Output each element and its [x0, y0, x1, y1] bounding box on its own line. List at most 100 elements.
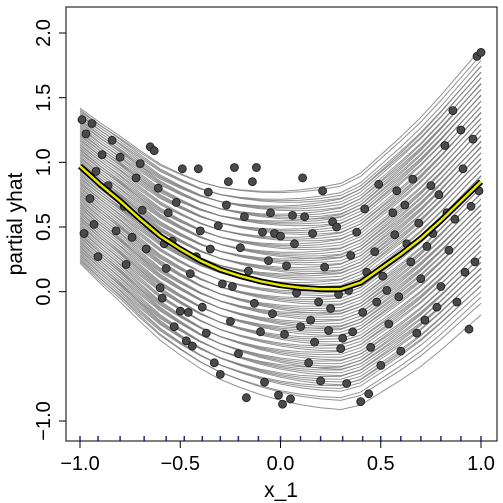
- data-point: [249, 298, 259, 308]
- data-point: [378, 271, 388, 281]
- data-point: [91, 166, 101, 176]
- individual-curve: [79, 147, 482, 266]
- data-point: [316, 376, 326, 386]
- data-point: [352, 227, 362, 237]
- x-axis: −1.0 −0.5 0.0 0.5 1.0: [60, 440, 495, 475]
- data-point: [205, 244, 215, 254]
- individual-curve: [79, 201, 482, 318]
- data-point: [388, 208, 398, 218]
- data-point: [268, 309, 277, 319]
- x-tick-label: −0.5: [161, 453, 200, 475]
- individual-curve: [79, 72, 482, 203]
- individual-curve: [79, 229, 482, 347]
- data-point: [448, 106, 458, 115]
- individual-curve: [79, 77, 482, 215]
- individual-curve: [79, 203, 482, 330]
- data-point: [163, 208, 173, 218]
- data-point: [426, 181, 436, 191]
- data-point: [392, 186, 402, 196]
- individual-curve: [79, 236, 482, 367]
- individual-curve: [79, 234, 482, 356]
- individual-curve: [79, 71, 482, 209]
- y-tick-label: 0.0: [33, 278, 55, 306]
- individual-curve: [79, 204, 482, 323]
- data-point: [107, 135, 117, 145]
- individual-curve: [79, 141, 482, 259]
- data-point: [87, 119, 97, 128]
- data-point: [181, 336, 191, 346]
- individual-curve: [79, 215, 482, 345]
- data-point: [374, 179, 384, 189]
- data-point: [260, 377, 269, 387]
- data-point: [308, 229, 318, 238]
- data-point: [376, 360, 386, 370]
- data-point: [432, 302, 442, 312]
- individual-curve: [79, 100, 482, 227]
- data-point: [456, 125, 466, 135]
- y-tick-label: 1.0: [33, 148, 55, 176]
- individual-curve: [79, 237, 482, 353]
- x-tick-label: 0.5: [367, 453, 395, 475]
- individual-curve: [79, 48, 482, 192]
- individual-curve: [79, 54, 482, 194]
- data-point: [326, 304, 336, 313]
- individual-curve: [79, 233, 482, 370]
- data-point: [306, 315, 316, 325]
- data-point: [372, 297, 382, 307]
- data-point: [370, 247, 380, 257]
- individual-curve: [79, 123, 482, 253]
- data-point: [470, 257, 480, 267]
- data-point: [358, 307, 368, 317]
- x-tick-label: 1.0: [467, 453, 495, 475]
- individual-curve: [79, 83, 482, 212]
- data-point: [239, 212, 249, 222]
- data-point: [408, 174, 418, 184]
- individual-curve: [79, 77, 482, 210]
- data-point: [187, 341, 197, 351]
- individual-curve: [79, 244, 482, 374]
- average-curve-line: [79, 165, 482, 291]
- data-point: [468, 134, 478, 144]
- data-point: [278, 399, 287, 409]
- data-point: [276, 231, 285, 241]
- individual-curve: [79, 66, 482, 202]
- y-tick-label: 1.5: [33, 84, 55, 112]
- data-point: [310, 337, 320, 347]
- data-point: [286, 394, 295, 404]
- individual-curve: [79, 222, 482, 340]
- individual-curve: [79, 83, 482, 217]
- data-point: [135, 159, 145, 169]
- data-point: [201, 328, 211, 338]
- individual-curve: [79, 211, 482, 336]
- individual-curve: [79, 206, 482, 327]
- data-point: [161, 263, 171, 273]
- data-point: [400, 200, 410, 210]
- data-point: [304, 358, 314, 368]
- individual-curve: [79, 198, 482, 321]
- data-point: [338, 333, 348, 343]
- individual-curve: [79, 135, 482, 257]
- individual-curve: [79, 123, 482, 249]
- data-point: [324, 326, 334, 335]
- individual-curve: [79, 169, 482, 292]
- y-tick-label: 2.0: [33, 19, 55, 47]
- data-point: [414, 218, 424, 228]
- x-tick-label: −1.0: [60, 453, 99, 475]
- data-point: [336, 344, 346, 354]
- individual-curve: [79, 95, 482, 220]
- individual-curve: [79, 242, 482, 362]
- data-point: [274, 390, 283, 400]
- data-point: [466, 201, 476, 211]
- data-point: [213, 221, 223, 231]
- individual-curve: [79, 253, 482, 392]
- data-point: [127, 232, 137, 242]
- individual-curve: [79, 186, 482, 305]
- individual-curve: [79, 248, 482, 383]
- x-tick-label: 0.0: [267, 453, 295, 475]
- data-point: [235, 243, 245, 253]
- individual-curve: [79, 117, 482, 247]
- data-point: [97, 150, 107, 160]
- data-point: [217, 279, 227, 289]
- data-point: [258, 227, 267, 237]
